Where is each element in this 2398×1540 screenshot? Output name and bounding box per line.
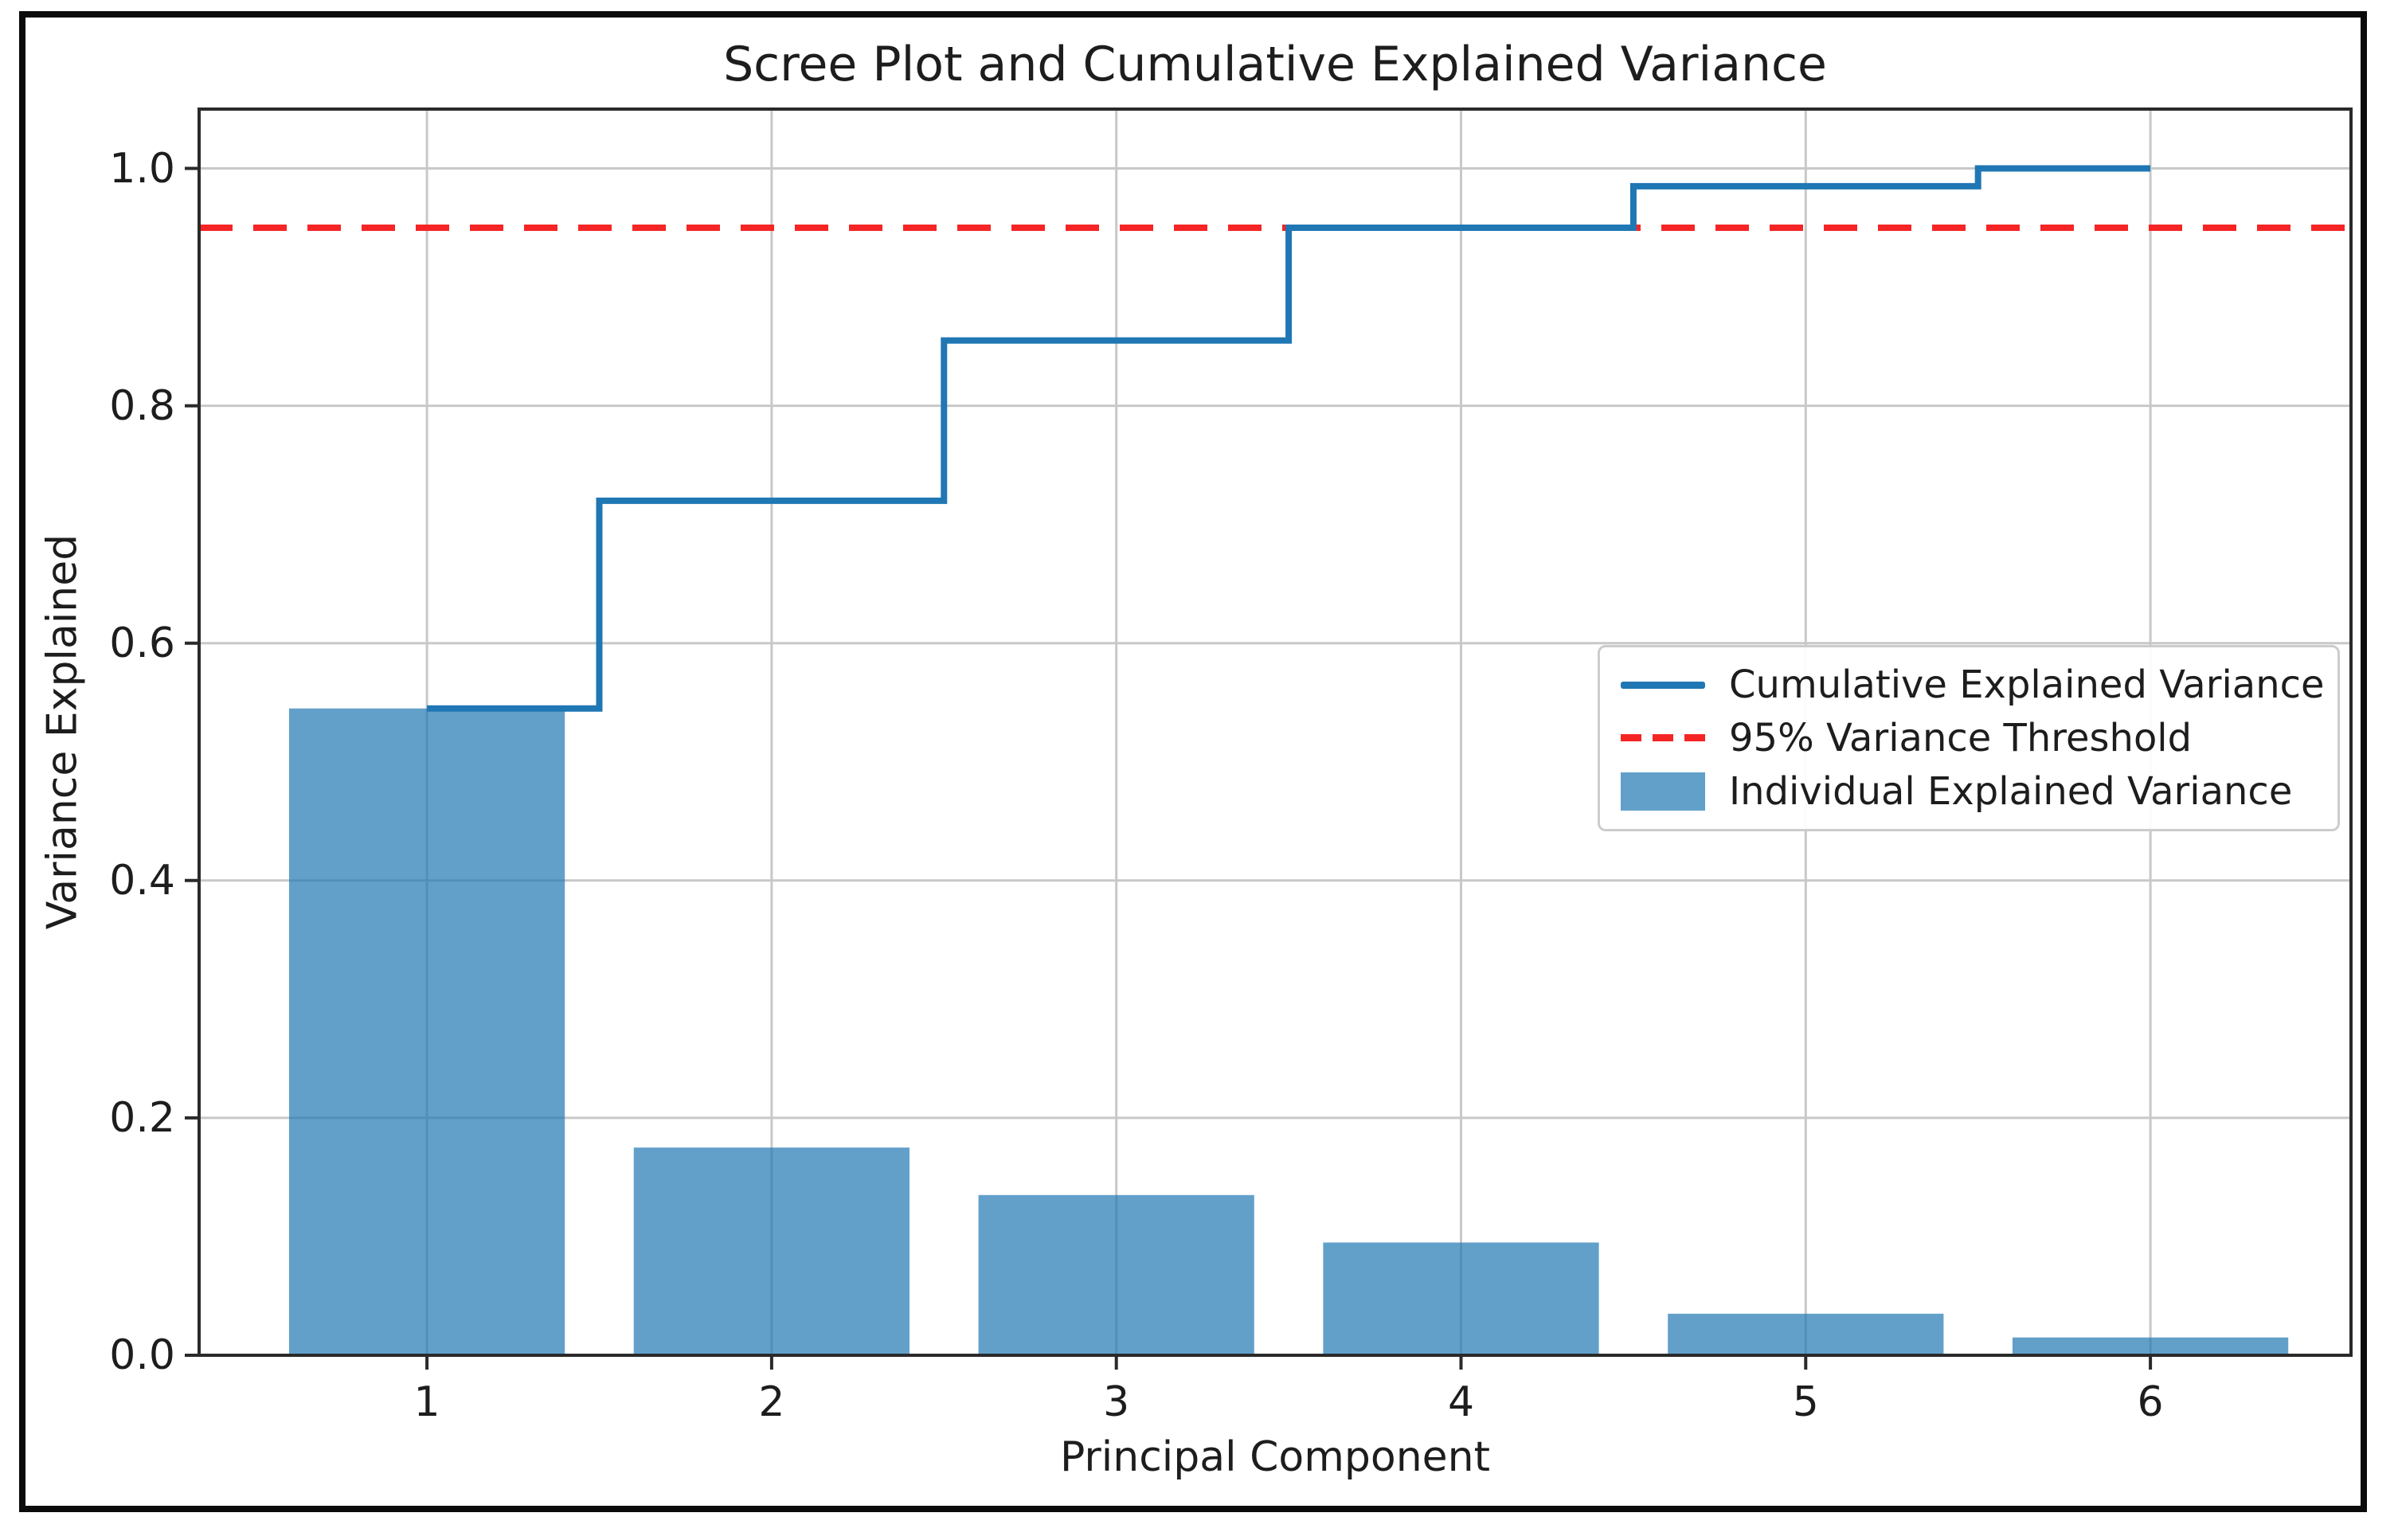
bar-pc6: [2012, 1337, 2289, 1355]
line-icon: [1621, 681, 1705, 689]
x-tick-label: 3: [1103, 1378, 1130, 1426]
bar-pc5: [1668, 1313, 1944, 1355]
patch-icon: [1621, 772, 1705, 811]
legend-label: 95% Variance Threshold: [1729, 715, 2193, 760]
y-tick-label: 0.6: [109, 619, 175, 667]
legend-row-cumulative: Cumulative Explained Variance: [1621, 663, 2325, 707]
bar-pc1: [288, 708, 565, 1355]
legend-label: Individual Explained Variance: [1729, 768, 2293, 814]
y-tick-label: 1.0: [109, 144, 175, 193]
legend-label: Cumulative Explained Variance: [1729, 663, 2325, 708]
chart-title: Scree Plot and Cumulative Explained Vari…: [723, 37, 1827, 92]
dashed-line-icon: [1621, 734, 1705, 742]
x-tick-label: 2: [758, 1378, 785, 1426]
y-tick-label: 0.0: [109, 1331, 175, 1379]
legend-row-individual: Individual Explained Variance: [1621, 769, 2317, 814]
x-axis-label: Principal Component: [1059, 1433, 1490, 1481]
bar-pc4: [1323, 1242, 1599, 1355]
x-tick-label: 4: [1447, 1378, 1475, 1426]
y-tick-label: 0.8: [109, 381, 175, 430]
bar-pc3: [978, 1194, 1254, 1355]
y-tick-label: 0.4: [109, 856, 175, 905]
x-tick-label: 5: [1792, 1378, 1819, 1426]
bar-pc2: [633, 1147, 910, 1355]
legend: Cumulative Explained Variance 95% Varian…: [1598, 645, 2340, 831]
legend-row-threshold: 95% Variance Threshold: [1621, 716, 2317, 760]
x-tick-label: 6: [2137, 1378, 2164, 1426]
y-tick-label: 0.2: [109, 1093, 175, 1142]
plot-area: [185, 107, 2353, 1370]
axes-spines: [198, 107, 2353, 1357]
x-tick-label: 1: [413, 1378, 440, 1426]
cumulative-step-line: [427, 165, 2151, 712]
